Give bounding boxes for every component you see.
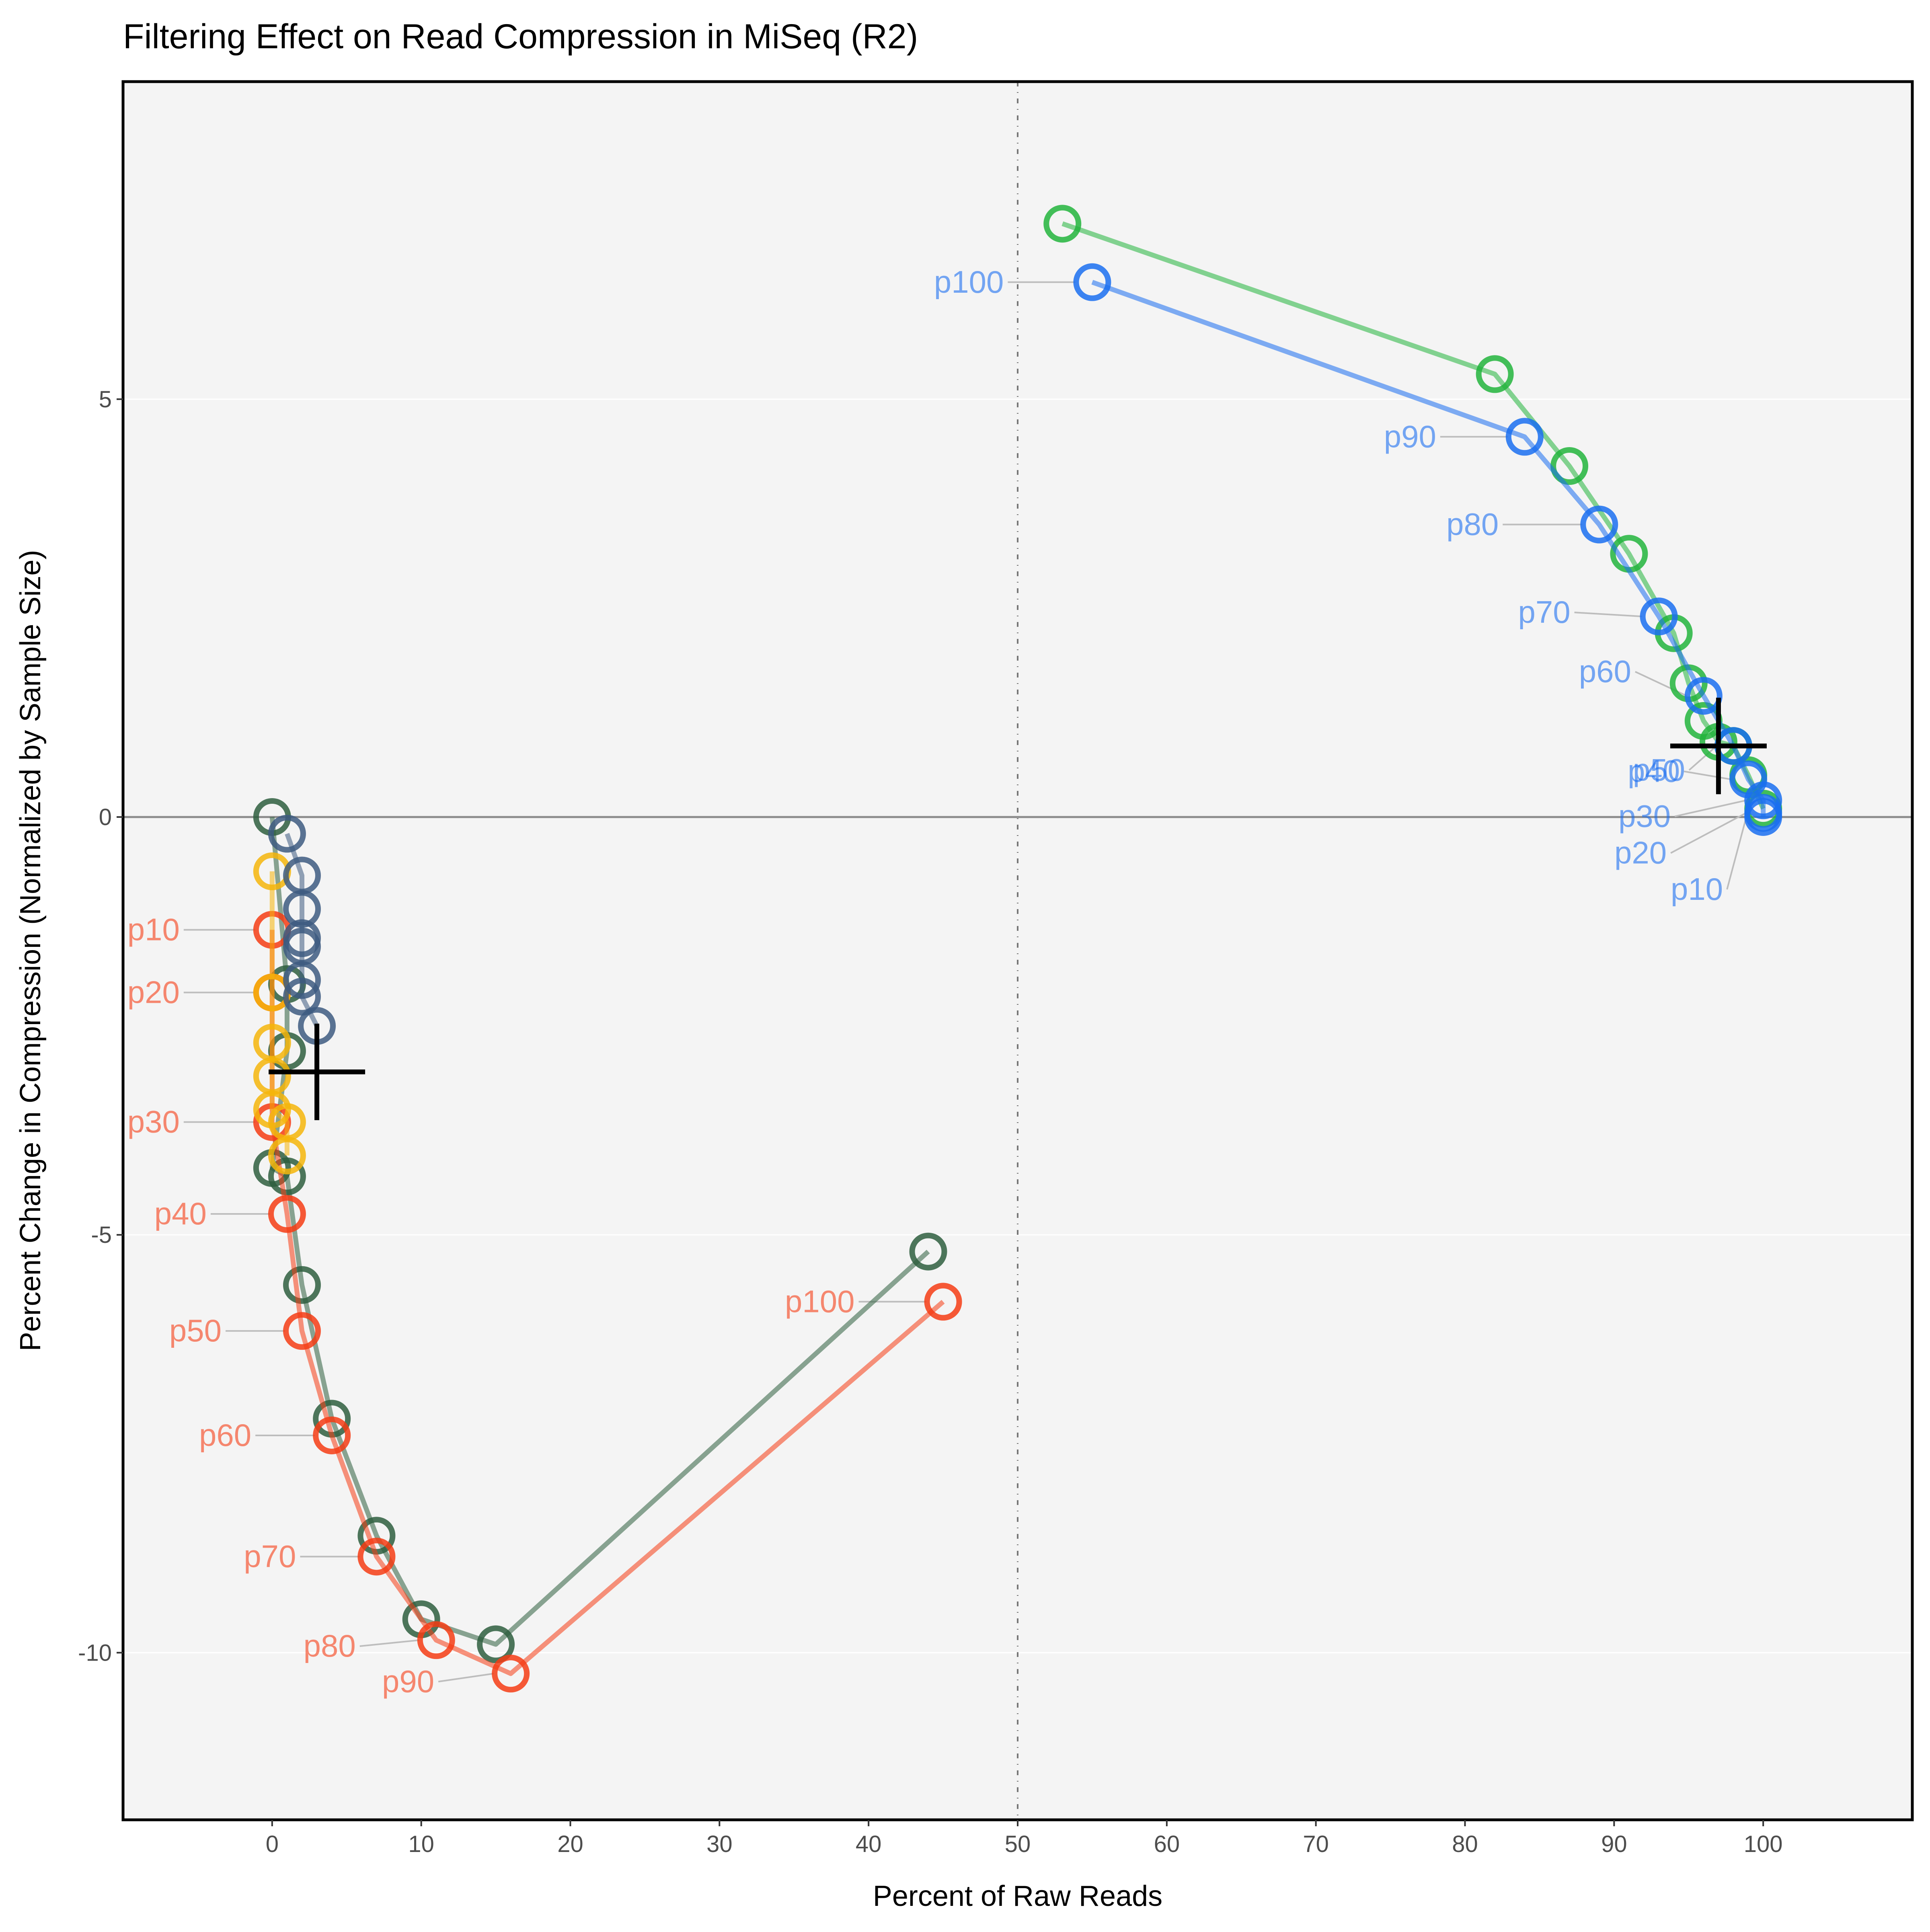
y-axis: -10 -5 0 5 <box>78 386 123 1666</box>
y-tick-label: 5 <box>99 386 112 413</box>
label-leader <box>1670 812 1747 854</box>
data-point <box>1476 355 1514 393</box>
data-point <box>1550 447 1589 485</box>
data-point <box>909 1232 947 1271</box>
series-4 <box>268 815 336 1045</box>
data-point <box>1580 505 1618 544</box>
data-point <box>417 1621 455 1659</box>
data-point <box>1505 418 1544 456</box>
x-tick-label: 80 <box>1452 1831 1478 1857</box>
point-label: p80 <box>1446 507 1499 542</box>
point-label: p20 <box>127 974 180 1010</box>
x-tick-label: 100 <box>1744 1831 1783 1857</box>
x-axis: 0 10 20 30 40 50 60 70 80 90 100 <box>266 1820 1783 1857</box>
data-point <box>268 1157 306 1195</box>
data-point <box>1744 781 1782 819</box>
data-point <box>283 1312 321 1350</box>
data-point <box>1744 798 1782 836</box>
x-tick-label: 40 <box>856 1831 882 1857</box>
data-point <box>1043 205 1082 243</box>
label-leader <box>1726 817 1747 890</box>
y-axis-title: Percent Change in Compression (Normalize… <box>14 550 47 1351</box>
reference-lines <box>123 82 1912 1820</box>
label-leader <box>438 1673 494 1683</box>
data-point <box>477 1625 515 1663</box>
data-point <box>1640 597 1678 636</box>
x-tick-label: 30 <box>706 1831 733 1857</box>
y-tick-label: 0 <box>99 804 112 830</box>
point-label: p20 <box>1614 835 1667 871</box>
data-point <box>1684 677 1723 715</box>
point-label: p60 <box>199 1417 251 1453</box>
point-label: p70 <box>1518 594 1570 630</box>
label-leader <box>1684 770 1732 780</box>
label-leader <box>1674 799 1747 817</box>
point-label: p50 <box>1633 752 1685 787</box>
point-labels: p10p20p30p40p50p60p70p80p90p100p100p90p8… <box>127 264 1723 1699</box>
x-tick-label: 50 <box>1005 1831 1031 1857</box>
point-label: p100 <box>785 1283 855 1319</box>
point-label: p70 <box>244 1538 296 1574</box>
point-label: p10 <box>127 912 180 947</box>
data-point <box>924 1283 962 1321</box>
x-tick-label: 60 <box>1154 1831 1180 1857</box>
data-point <box>283 977 321 1016</box>
point-label: p30 <box>1618 798 1671 834</box>
series-line <box>269 871 290 1156</box>
data-point <box>313 1416 351 1454</box>
x-tick-label: 90 <box>1601 1831 1627 1857</box>
x-tick-label: 20 <box>557 1831 583 1857</box>
point-label: p90 <box>382 1663 434 1699</box>
label-leader <box>1688 745 1717 771</box>
data-point <box>268 1195 306 1233</box>
data-point <box>283 890 321 928</box>
data-point <box>357 1538 396 1576</box>
data-point <box>268 1136 306 1174</box>
point-label: p100 <box>934 264 1004 300</box>
point-label: p10 <box>1671 871 1723 907</box>
y-tick-label: -10 <box>78 1640 112 1666</box>
x-tick-label: 70 <box>1303 1831 1329 1857</box>
y-tick-label: -5 <box>91 1222 112 1248</box>
series-group <box>253 205 1782 1693</box>
point-label: p90 <box>1384 419 1436 454</box>
point-label: p60 <box>1579 654 1631 689</box>
x-tick-label: 10 <box>408 1831 434 1857</box>
label-leader <box>359 1639 419 1647</box>
data-point <box>492 1655 530 1693</box>
data-point <box>283 1266 321 1304</box>
centroid-markers <box>269 698 1767 1120</box>
point-label: p40 <box>154 1196 207 1231</box>
chart-title: Filtering Effect on Read Compression in … <box>123 17 918 56</box>
point-label: p30 <box>127 1104 180 1139</box>
label-leader <box>1574 612 1642 618</box>
data-point <box>268 815 306 853</box>
point-label: p80 <box>304 1628 356 1663</box>
point-label: p50 <box>169 1313 222 1348</box>
point-label: p40 <box>1628 753 1680 788</box>
x-axis-title: Percent of Raw Reads <box>873 1880 1162 1912</box>
data-point <box>1073 263 1111 301</box>
data-point <box>283 961 321 999</box>
x-tick-label: 0 <box>266 1831 279 1857</box>
